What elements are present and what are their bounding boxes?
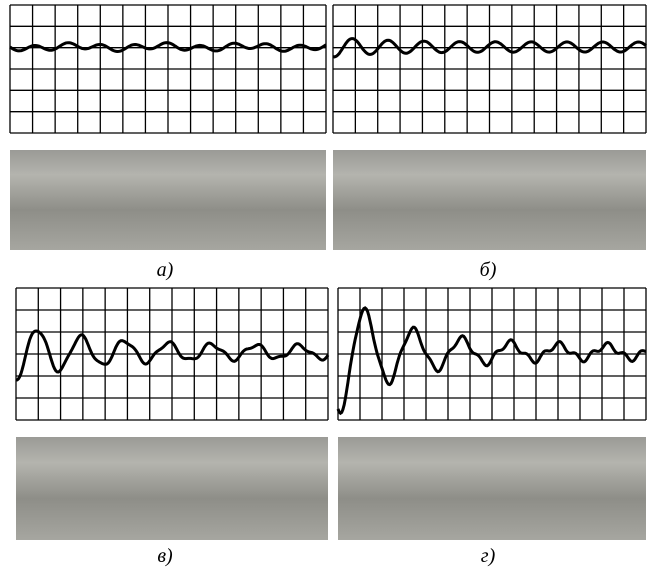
surface-photo	[10, 150, 326, 250]
grid	[9, 4, 327, 134]
panel-label: б)	[480, 259, 497, 281]
surface-photo	[16, 437, 328, 540]
grid	[332, 4, 647, 134]
panel-label: в)	[157, 545, 173, 567]
panel-label: г)	[481, 545, 496, 567]
surface-photo	[338, 437, 646, 540]
grid	[15, 287, 329, 421]
panel-label: а)	[157, 259, 174, 281]
grid	[337, 287, 647, 421]
surface-photo	[333, 150, 646, 250]
